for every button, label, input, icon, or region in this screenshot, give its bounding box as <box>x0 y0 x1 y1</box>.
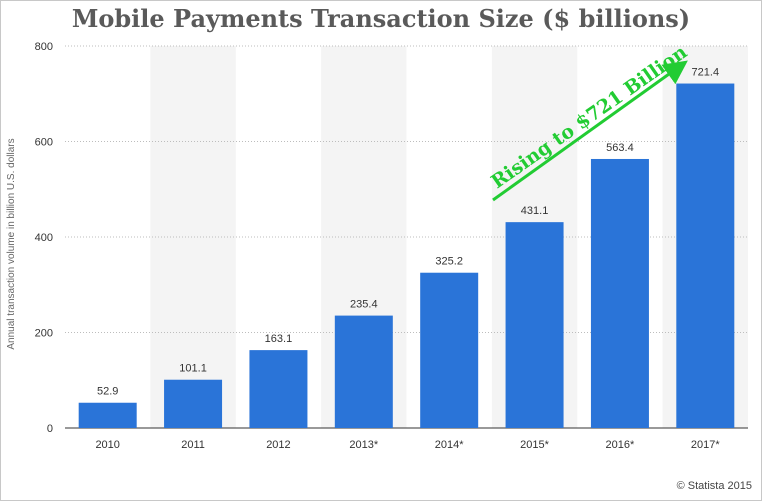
data-label-2014*: 325.2 <box>435 256 463 268</box>
y-tick-label: 800 <box>35 41 53 53</box>
bar-2011 <box>164 379 223 428</box>
x-tick-label-2010: 2010 <box>95 439 119 451</box>
x-tick-label-2015*: 2015* <box>520 439 549 451</box>
data-label-2015*: 431.1 <box>521 205 549 217</box>
x-tick-label-2017*: 2017* <box>691 439 720 451</box>
bar-2016* <box>590 158 649 428</box>
x-tick-label-2014*: 2014* <box>435 439 464 451</box>
data-label-2010: 52.9 <box>97 386 118 398</box>
y-tick-label: 0 <box>47 423 53 435</box>
data-label-2013*: 235.4 <box>350 299 378 311</box>
y-tick-label: 600 <box>35 137 53 149</box>
y-tick-label: 400 <box>35 232 53 244</box>
x-tick-label-2012: 2012 <box>266 439 290 451</box>
x-tick-label-2013*: 2013* <box>349 439 378 451</box>
bar-2015* <box>505 222 564 428</box>
bar-2014* <box>420 272 479 428</box>
data-label-2016*: 563.4 <box>606 142 634 154</box>
x-tick-label-2016*: 2016* <box>606 439 635 451</box>
data-label-2012: 163.1 <box>265 333 293 345</box>
data-label-2017*: 721.4 <box>692 67 720 79</box>
y-tick-label: 200 <box>35 328 53 340</box>
bar-2012 <box>249 350 308 428</box>
bar-2013* <box>334 315 393 428</box>
bar-2017* <box>676 83 735 429</box>
source-credit: © Statista 2015 <box>676 480 752 492</box>
annotation-arrow <box>492 60 688 202</box>
data-label-2011: 101.1 <box>179 363 207 375</box>
x-tick-label-2011: 2011 <box>181 439 205 451</box>
chart-title: Mobile Payments Transaction Size ($ bill… <box>71 4 691 33</box>
bar-2010 <box>78 402 137 428</box>
